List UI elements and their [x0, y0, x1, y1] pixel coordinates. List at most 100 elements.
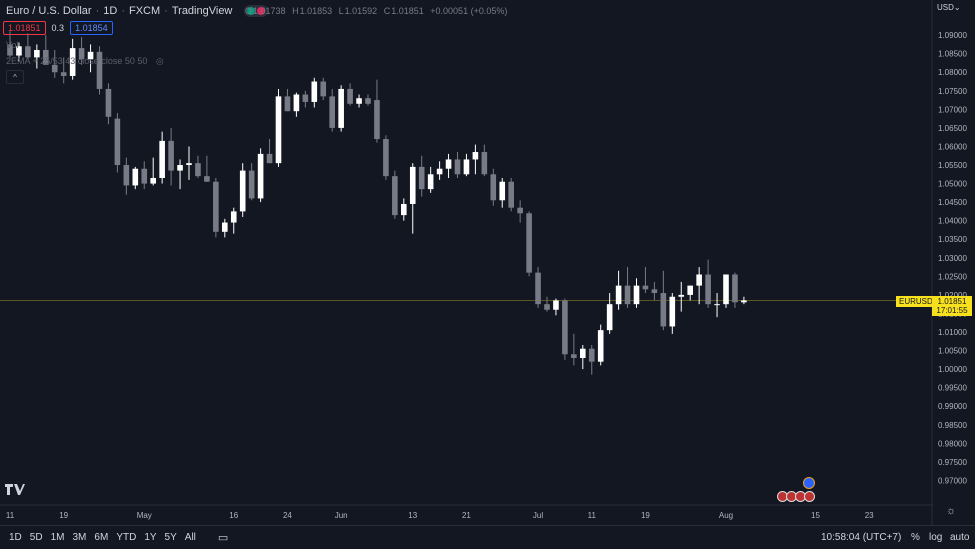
candle-body: [150, 178, 156, 184]
high-value: 1.01853: [299, 6, 333, 16]
log-scale-toggle[interactable]: log: [929, 532, 943, 543]
candle-body: [141, 168, 148, 184]
timeframe-1m-button[interactable]: 1M: [50, 532, 65, 543]
candle-body: [490, 174, 497, 201]
economic-event-icon[interactable]: [804, 491, 815, 502]
candle-body: [257, 153, 264, 199]
candle-body: [705, 274, 711, 305]
x-tick-label: Aug: [719, 511, 733, 520]
candle-body: [732, 274, 738, 303]
source-label: TradingView: [171, 5, 233, 17]
candle-body: [69, 48, 76, 76]
timeframe-3m-button[interactable]: 3M: [72, 532, 87, 543]
candle-body: [517, 207, 523, 214]
chart-settings-gear-icon[interactable]: ☼: [946, 505, 957, 517]
chevron-up-icon: ^: [13, 72, 17, 82]
close-label: C: [383, 6, 391, 16]
chart-area[interactable]: 1.09000 1.08500 1.08000 1.07500 1.07000 1.065…: [0, 0, 975, 525]
candle-body: [284, 96, 291, 112]
candle-body: [687, 285, 693, 295]
timeframe-all-button[interactable]: All: [184, 532, 196, 543]
y-tick-label: 1.02000: [938, 291, 967, 300]
clock-timezone[interactable]: 10:58:04 (UTC+7): [821, 532, 902, 543]
header-separator: ·: [164, 5, 168, 17]
spread-value: 0.3: [51, 23, 65, 33]
volume-indicator-label[interactable]: Vol: [6, 40, 19, 50]
candle-body: [508, 181, 514, 208]
tradingview-logo-icon[interactable]: [5, 483, 25, 499]
x-tick-label: 23: [865, 511, 874, 520]
candle-body: [105, 88, 112, 117]
y-tick-label: 1.05000: [938, 180, 967, 189]
sell-button[interactable]: 1.01851: [3, 21, 46, 35]
candle-body: [472, 152, 479, 160]
y-tick-label: 1.02500: [938, 272, 967, 281]
market-closed-icon: [257, 7, 266, 15]
dividend-event-icon[interactable]: [803, 477, 815, 489]
candle-body: [723, 274, 729, 305]
candle-body: [436, 168, 443, 175]
symbol-name[interactable]: Euro / U.S. Dollar: [6, 5, 92, 17]
y-tick-label: 1.07500: [938, 87, 967, 96]
timeframe-6m-button[interactable]: 6M: [94, 532, 109, 543]
y-tick-label: 1.04000: [938, 217, 967, 226]
timeframe-5d-button[interactable]: 5D: [29, 532, 43, 543]
candle-body: [60, 72, 67, 76]
candle-body: [275, 96, 282, 164]
y-tick-label: 0.97500: [938, 458, 967, 467]
candle-body: [222, 222, 228, 232]
last-price-value: 1.01851: [937, 297, 967, 306]
market-status-indicator[interactable]: [244, 5, 269, 17]
candle-body: [338, 88, 344, 128]
hide-eye-icon[interactable]: ◎: [155, 56, 164, 66]
candle-body: [535, 272, 541, 305]
open-label: O: [245, 6, 253, 16]
candle-body: [642, 285, 649, 290]
x-tick-label: 19: [59, 511, 68, 520]
candle-body: [96, 51, 103, 89]
y-tick-label: 1.04500: [938, 198, 967, 207]
symbol-price-tag: EURUSD: [896, 296, 936, 307]
bottom-toolbar: 1D 5D 1M 3M 6M YTD 1Y 5Y All ▭ 10:58:04 …: [0, 525, 975, 549]
x-tick-label: Jun: [335, 511, 348, 520]
go-to-date-calendar-icon[interactable]: ▭: [217, 532, 229, 544]
x-tick-label: May: [137, 511, 152, 520]
candle-body: [714, 304, 720, 306]
candle-body: [571, 354, 577, 358]
y-tick-label: 1.06000: [938, 142, 967, 151]
header-separator: ·: [95, 5, 100, 17]
buy-button[interactable]: 1.01854: [70, 21, 113, 35]
collapse-legend-button[interactable]: ^: [6, 70, 24, 84]
x-tick-label: 11: [588, 511, 597, 520]
ema-indicator-label[interactable]: 2EMA + 25/53 43 close close 50 50 ◎: [6, 56, 164, 67]
candle-body: [526, 213, 532, 273]
candle-body: [365, 98, 371, 104]
candle-body: [213, 181, 219, 232]
candle-body: [597, 330, 604, 362]
candle-body: [660, 293, 667, 327]
candle-body: [230, 211, 237, 223]
currency-label: USD: [937, 3, 954, 12]
market-open-icon: [247, 7, 256, 15]
auto-scale-toggle[interactable]: auto: [950, 532, 970, 543]
y-tick-label: 0.97000: [938, 476, 967, 485]
timeframe-ytd-button[interactable]: YTD: [116, 532, 137, 543]
timeframe-label[interactable]: 1D: [103, 5, 118, 17]
candle-body: [418, 166, 425, 190]
percent-scale-toggle[interactable]: %: [911, 532, 920, 543]
y-tick-label: 0.98000: [938, 439, 967, 448]
timeframe-5y-button[interactable]: 5Y: [164, 532, 177, 543]
currency-selector[interactable]: USD⌄: [937, 3, 961, 12]
candle-body: [177, 165, 183, 171]
y-tick-label: 1.03500: [938, 235, 967, 244]
bar-countdown: 17:01:55: [936, 306, 968, 315]
price-chart[interactable]: 1.09000 1.08500 1.08000 1.07500 1.07000 1.065…: [0, 0, 975, 525]
candle-body: [7, 44, 13, 56]
y-tick-label: 1.00000: [938, 365, 967, 374]
candle-body: [87, 51, 94, 60]
timeframe-1d-button[interactable]: 1D: [9, 532, 22, 543]
ema-indicator-text: 2EMA + 25/53 43 close close 50 50: [6, 56, 148, 66]
candle-body: [588, 348, 595, 362]
timeframe-1y-button[interactable]: 1Y: [144, 532, 157, 543]
candle-body: [168, 140, 174, 171]
